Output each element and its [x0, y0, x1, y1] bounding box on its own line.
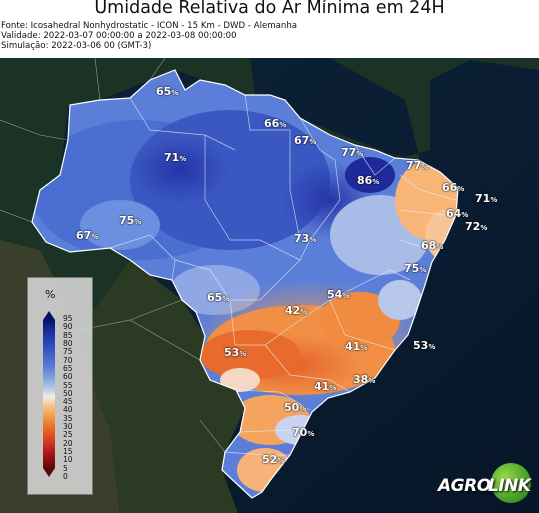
legend-tick-label: 25	[63, 430, 73, 440]
legend-tick-label: 85	[63, 330, 73, 340]
legend-tick-label: 95	[63, 314, 73, 323]
humidity-label: 53%	[224, 346, 247, 359]
map-title: Umidade Relativa do Ar Mínima em 24H	[94, 0, 445, 18]
humidity-label: 50%	[284, 401, 307, 414]
humidity-label: 72%	[465, 220, 488, 233]
humidity-label: 68%	[421, 239, 444, 252]
logo-text-link: LINK	[488, 476, 531, 496]
legend-tick-label: 10	[63, 455, 73, 465]
agrolink-logo: AGRO LINK	[438, 462, 534, 503]
humidity-label: 66%	[442, 181, 465, 194]
humidity-label: 70%	[292, 426, 315, 439]
legend-tick-label: 5	[63, 463, 68, 473]
humidity-label: 77%	[341, 146, 364, 159]
humidity-label: 75%	[119, 214, 142, 227]
humidity-label: 67%	[294, 134, 317, 147]
legend-tick-label: 45	[63, 397, 73, 407]
legend-tick-label: 15	[63, 447, 73, 457]
legend-tick-label: 60	[63, 372, 73, 382]
humidity-label: 71%	[164, 151, 187, 164]
humidity-label: 77%	[406, 159, 429, 172]
legend-tick-label: 40	[63, 405, 73, 415]
legend-tick-label: 75	[63, 347, 73, 357]
humidity-label: 75%	[404, 262, 427, 275]
humidity-label: 73%	[294, 232, 317, 245]
legend-tick-label: 30	[63, 422, 73, 432]
humidity-label: 38%	[353, 373, 376, 386]
legend-tick-label: 80	[63, 338, 73, 348]
humidity-label: 42%	[285, 304, 308, 317]
legend-max-arrow	[43, 311, 55, 320]
legend-min-arrow	[43, 468, 55, 477]
legend-tick-label: 35	[63, 413, 73, 423]
humidity-map[interactable]: 65% 66% 67% 77% 77% 71% 86% 66% 71% 64% …	[0, 58, 539, 513]
humidity-label: 65%	[156, 85, 179, 98]
humidity-label: 64%	[446, 207, 469, 220]
legend-tick-label: 65	[63, 363, 73, 373]
humidity-label: 66%	[264, 117, 287, 130]
humidity-label: 67%	[76, 229, 99, 242]
legend-tick-label: 0	[63, 472, 68, 481]
color-legend: % 95 90 85 80 75 70 65 60 55 50 45 40 35 30 25 20 15 10 5 0	[27, 277, 93, 495]
validity-line: Validade: 2022-03-07 00:00:00 a 2022-03-…	[1, 31, 237, 41]
legend-tick-label: 70	[63, 355, 73, 365]
logo-ball	[491, 463, 531, 503]
legend-tick-label: 90	[63, 322, 73, 332]
legend-color-bar	[43, 320, 55, 468]
logo-text-agro: AGRO	[438, 476, 491, 496]
humidity-label: 52%	[262, 453, 285, 466]
humidity-label: 65%	[207, 291, 230, 304]
legend-tick-label: 20	[63, 438, 73, 448]
legend-tick-label: 50	[63, 388, 73, 398]
humidity-label: 41%	[314, 380, 337, 393]
humidity-label: 86%	[357, 174, 380, 187]
humidity-label: 54%	[327, 288, 350, 301]
legend-tick-label: 55	[63, 380, 73, 390]
map-header: Umidade Relativa do Ar Mínima em 24H Fon…	[0, 0, 539, 58]
legend-unit: %	[45, 288, 56, 301]
source-line: Fonte: Icosahedral Nonhydrostatic - ICON…	[1, 21, 298, 31]
simulation-line: Simulação: 2022-03-06 00 (GMT-3)	[1, 41, 152, 51]
humidity-label: 71%	[475, 192, 498, 205]
map-canvas	[0, 58, 539, 513]
humidity-label: 41%	[345, 340, 368, 353]
humidity-label: 53%	[413, 339, 436, 352]
